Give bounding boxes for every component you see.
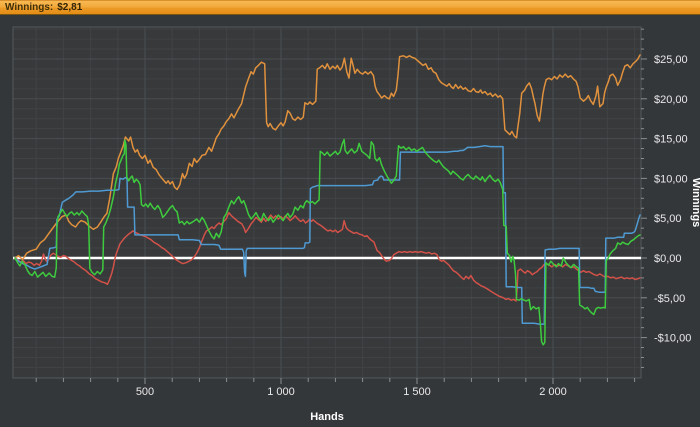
y-axis-title: Winnings	[690, 178, 700, 227]
y-axis-tick-label: $20,00	[654, 94, 688, 106]
series-line-blue	[14, 145, 641, 325]
series-line-red	[14, 211, 641, 302]
y-axis-tick-label: $10,00	[654, 173, 688, 185]
y-axis-tick-label: $25,00	[654, 54, 688, 66]
x-axis-tick-label: 2 000	[539, 386, 567, 398]
winnings-summary-label: Winnings:	[5, 2, 54, 13]
plot-border	[12, 26, 642, 379]
x-axis-tick-label: 1 000	[267, 386, 295, 398]
series-line-orange	[14, 54, 641, 261]
winnings-summary-value: $2,81	[57, 2, 83, 13]
y-axis-tick-label: $15,00	[654, 134, 688, 146]
y-axis-tick-label: $5,00	[654, 213, 682, 225]
x-axis-title: Hands	[310, 411, 344, 422]
x-axis-tick-label: 500	[136, 386, 154, 398]
winnings-chart-panel: 500 1 000 1 500 2 000 $25,00 $20,00 $15,00 $10,…	[0, 15, 700, 423]
winnings-summary-bar: Winnings: $2,81	[0, 0, 700, 15]
x-axis-tick-label: 1 500	[403, 386, 431, 398]
y-axis-tick-label: $0,00	[654, 253, 682, 265]
y-axis-tick-label: -$5,00	[654, 293, 685, 305]
series-line-green	[14, 138, 641, 346]
winnings-chart: 500 1 000 1 500 2 000 $25,00 $20,00 $15,00 $10,…	[12, 26, 700, 423]
y-axis-tick-label: -$10,00	[654, 333, 691, 345]
